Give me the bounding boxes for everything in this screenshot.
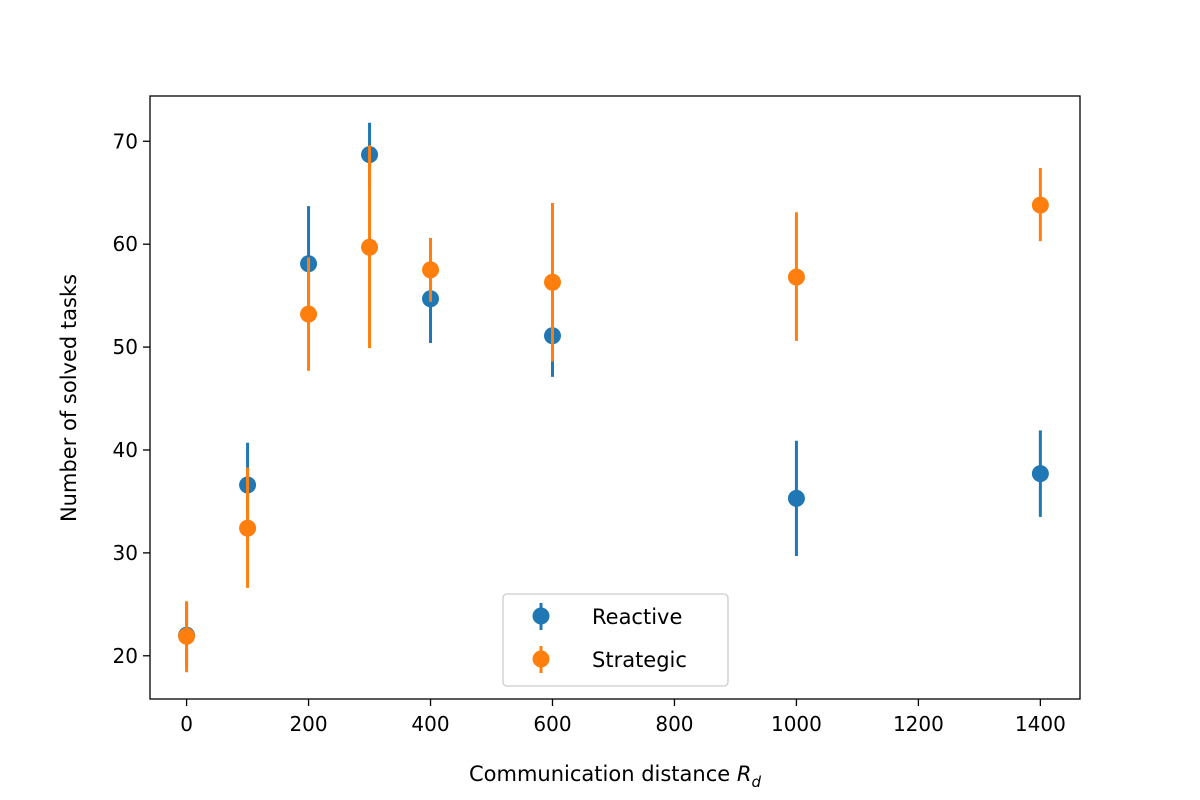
x-axis: 0 200 400 600 800 1000 1200 1400 [180, 699, 1066, 736]
y-axis-label: Number of solved tasks [57, 274, 81, 522]
x-axis-label-symbol: R [737, 762, 752, 786]
y-tick-label: 20 [113, 644, 138, 668]
y-tick-label: 50 [113, 335, 138, 359]
data-point-strategic [300, 305, 318, 323]
series-layer [178, 122, 1049, 673]
legend-label-strategic: Strategic [592, 648, 687, 672]
x-tick-label: 600 [533, 712, 571, 736]
legend-marker-strategic [532, 650, 550, 668]
x-tick-label: 800 [655, 712, 693, 736]
legend: Reactive Strategic [502, 593, 729, 687]
legend-entry-reactive: Reactive [532, 603, 682, 630]
data-point-strategic [787, 268, 805, 286]
data-point-strategic [361, 238, 379, 256]
x-tick-label: 200 [289, 712, 327, 736]
data-point-reactive [787, 489, 805, 507]
x-tick-label: 400 [411, 712, 449, 736]
y-axis: 20 30 40 50 60 70 [113, 129, 150, 668]
legend-marker-reactive [532, 607, 550, 625]
y-tick-label: 30 [113, 541, 138, 565]
y-tick-label: 40 [113, 438, 138, 462]
x-axis-label-text: Communication distance [469, 762, 730, 786]
legend-entry-strategic: Strategic [532, 646, 687, 673]
data-point-strategic [1031, 196, 1049, 214]
data-point-strategic [543, 273, 561, 291]
data-point-strategic [422, 261, 440, 279]
x-tick-label: 1000 [771, 712, 822, 736]
data-point-reactive [1031, 465, 1049, 483]
plot-frame [149, 95, 1081, 700]
x-tick-label: 1200 [893, 712, 944, 736]
x-tick-label: 0 [180, 712, 193, 736]
data-point-strategic [239, 519, 257, 537]
legend-box [502, 593, 729, 687]
x-axis-label: Communication distance Rd [469, 762, 761, 791]
y-tick-label: 60 [113, 232, 138, 256]
x-axis-label-subscript: d [751, 773, 761, 791]
y-tick-label: 70 [113, 129, 138, 153]
data-point-strategic [178, 627, 196, 645]
series-strategic [178, 145, 1049, 673]
legend-label-reactive: Reactive [592, 605, 682, 629]
x-tick-label: 1400 [1015, 712, 1066, 736]
